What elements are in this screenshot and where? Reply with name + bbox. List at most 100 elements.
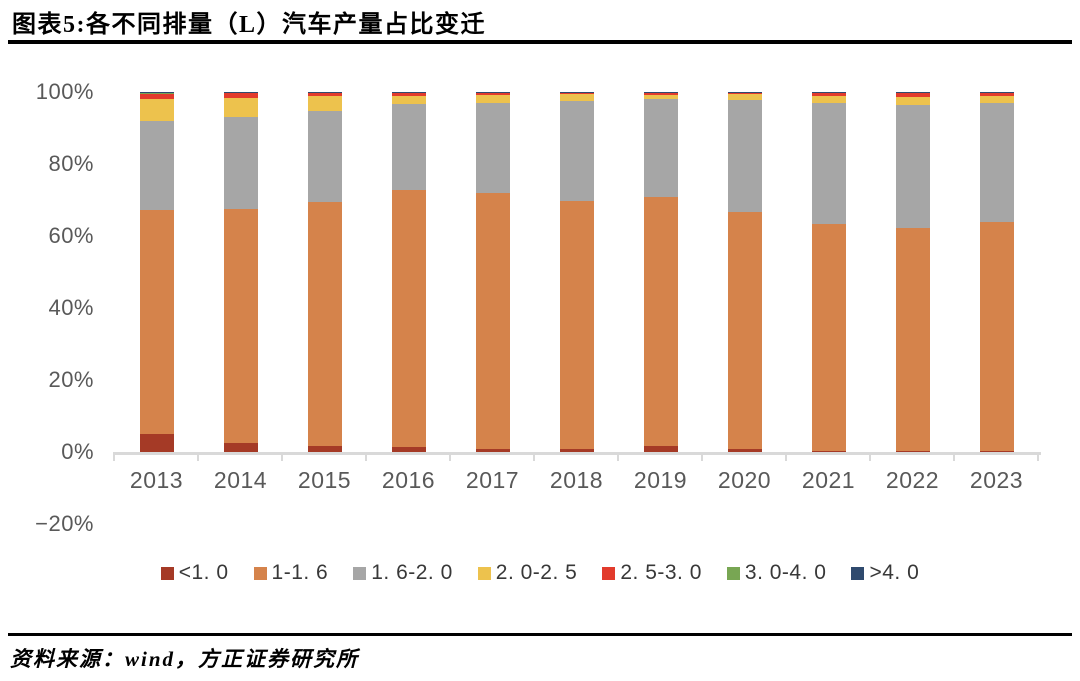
x-axis-tick	[700, 453, 703, 461]
bar-segment	[139, 93, 174, 100]
x-axis-tick	[280, 453, 283, 461]
x-axis-tick	[112, 453, 115, 461]
bar-segment	[727, 211, 762, 449]
x-axis-year-label: 2014	[213, 467, 268, 493]
legend-label: 2. 0-2. 5	[495, 561, 578, 584]
bar-segment	[811, 223, 846, 451]
y-tick-label: 40%	[48, 295, 94, 320]
bar-segment	[895, 228, 930, 452]
legend-swatch	[353, 566, 367, 580]
bar-segment	[223, 93, 258, 99]
x-axis-year-label: 2017	[465, 467, 520, 493]
bar-segment	[727, 92, 762, 95]
bar-segment	[979, 92, 1014, 97]
chart-legend: <1. 0 1-1. 6 1. 6-2. 0 2. 0-2. 5 2. 5-3. 0 3.…	[0, 561, 1080, 585]
bar-segment	[643, 94, 678, 100]
bar-segment	[895, 451, 930, 452]
legend-item: >4. 0	[851, 561, 919, 585]
bar-segment	[307, 202, 342, 446]
y-tick-label: 0%	[61, 439, 94, 464]
bar-segment	[559, 94, 594, 101]
legend-item: <1. 0	[160, 561, 229, 585]
legend-item: 2. 5-3. 0	[602, 561, 702, 585]
x-axis-year-label: 2020	[717, 467, 772, 493]
chart-title: 图表5:各不同排量（L）汽车产量占比变迁	[12, 12, 486, 38]
bar-segment	[223, 117, 258, 210]
bar-segment	[727, 448, 762, 452]
bar-segment	[811, 450, 846, 452]
bar-segment	[223, 98, 258, 118]
bar-segment	[391, 189, 426, 448]
legend-label: <1. 0	[178, 561, 229, 584]
legend-swatch	[160, 566, 174, 580]
bar-segment	[391, 447, 426, 452]
legend-item: 3. 0-4. 0	[726, 561, 827, 585]
bar-segment	[895, 97, 930, 105]
bar-segment	[559, 449, 594, 452]
bar-segment	[559, 92, 594, 95]
bar-segment	[391, 103, 426, 190]
bar-segment	[391, 95, 426, 104]
legend-swatch	[477, 566, 491, 580]
title-divider	[8, 40, 1072, 44]
y-tick-label: −20%	[35, 511, 94, 536]
bar-segment	[979, 96, 1014, 103]
legend-swatch	[851, 566, 865, 580]
y-tick-label: 80%	[48, 151, 94, 176]
legend-swatch	[253, 566, 267, 580]
bar-segment	[979, 450, 1014, 452]
bar-segment	[559, 101, 594, 202]
bar-segment	[811, 103, 846, 224]
bar-segment	[475, 102, 510, 194]
bar-segment	[223, 92, 258, 94]
bar-segment	[727, 94, 762, 101]
bar-segment	[307, 95, 342, 112]
bar-segment	[475, 92, 510, 95]
bar-segment	[643, 445, 678, 452]
bar-segment	[895, 92, 930, 98]
x-axis-year-label: 2022	[885, 467, 940, 493]
bar-segment	[307, 111, 342, 203]
x-axis-year-label: 2018	[549, 467, 604, 493]
x-axis-year-label: 2021	[801, 467, 856, 493]
bar-segment	[727, 100, 762, 212]
source-note: 资料来源：wind，方正证券研究所	[10, 647, 360, 671]
x-axis-tick	[784, 453, 787, 461]
x-axis-tick	[448, 453, 451, 461]
bar-segment	[391, 92, 426, 96]
x-axis-year-label: 2019	[633, 467, 688, 493]
bar-segment	[139, 99, 174, 121]
legend-label: 3. 0-4. 0	[744, 561, 827, 584]
legend-label: 1. 6-2. 0	[371, 561, 453, 584]
x-axis-tick	[364, 453, 367, 461]
bar-segment	[139, 209, 174, 434]
bar-segment	[139, 92, 174, 93]
legend-item: 2. 0-2. 5	[477, 561, 578, 585]
bar-segment	[139, 92, 174, 94]
bar-segment	[307, 445, 342, 452]
footer-divider	[8, 633, 1072, 636]
legend-label: 1-1. 6	[271, 561, 329, 584]
x-axis-tick	[616, 453, 619, 461]
bar-segment	[811, 96, 846, 104]
legend-swatch	[726, 566, 740, 580]
x-axis-tick	[868, 453, 871, 461]
x-axis-year-label: 2013	[129, 467, 184, 493]
bar-segment	[475, 449, 510, 452]
bar-segment	[223, 443, 258, 452]
x-axis-tick	[952, 453, 955, 461]
legend-item: 1. 6-2. 0	[353, 561, 453, 585]
bar-segment	[139, 434, 174, 452]
x-axis-year-label: 2016	[381, 467, 436, 493]
bar-segment	[979, 102, 1014, 222]
legend-label: >4. 0	[869, 561, 920, 584]
legend-swatch	[602, 566, 616, 580]
bar-segment	[643, 99, 678, 198]
bar-segment	[895, 104, 930, 229]
bar-segment	[139, 120, 174, 210]
bar-segment	[475, 193, 510, 450]
x-axis-tick	[1036, 453, 1039, 461]
x-axis-tick	[532, 453, 535, 461]
